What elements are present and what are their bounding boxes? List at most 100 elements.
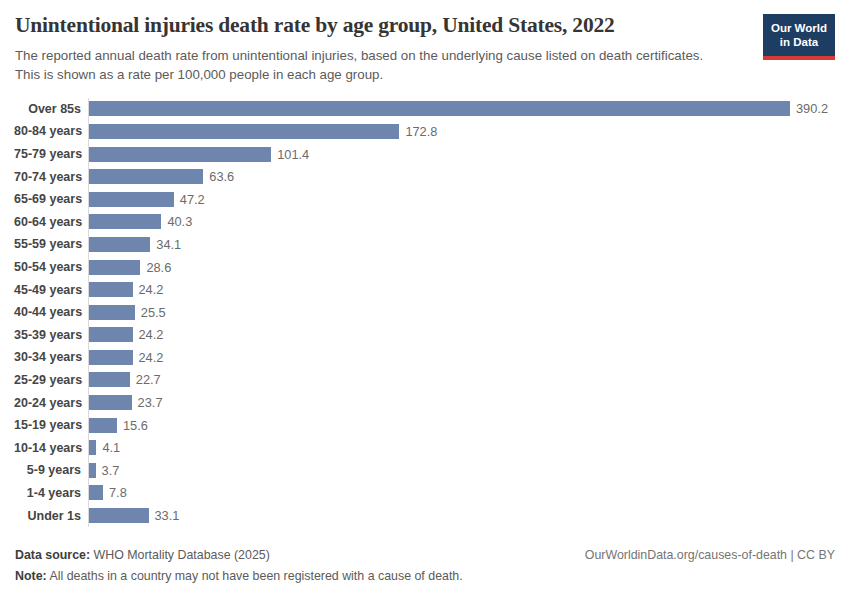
data-source-label: Data source: [15,548,90,562]
bar-value-label: 24.2 [139,282,164,297]
age-group-label: Under 1s [14,509,88,523]
age-group-label: 25-29 years [14,373,88,387]
bar[interactable] [89,395,132,410]
bar-value-label: 33.1 [155,508,180,523]
chart-row: 1-4 years 7.8 [14,482,850,505]
page-title: Unintentional injuries death rate by age… [15,13,715,39]
bar[interactable] [89,260,140,275]
chart-row: 40-44 years 25.5 [14,301,850,324]
chart-row: 35-39 years 24.2 [14,323,850,346]
age-group-label: 30-34 years [14,350,88,364]
bar-track: 15.6 [88,414,850,437]
bar[interactable] [89,508,149,523]
bar[interactable] [89,214,161,229]
bar[interactable] [89,305,135,320]
chart-row: Under 1s 33.1 [14,504,850,527]
attribution-link[interactable]: OurWorldinData.org/causes-of-death | CC … [585,548,835,562]
bar-track: 24.2 [88,346,850,369]
age-group-label: 5-9 years [14,463,88,477]
note-value: All deaths in a country may not have bee… [47,569,463,583]
bar-value-label: 4.1 [102,440,120,455]
age-group-label: 60-64 years [14,215,88,229]
age-group-label: 10-14 years [14,441,88,455]
chart-header: Unintentional injuries death rate by age… [0,0,850,85]
owid-chart-page: Unintentional injuries death rate by age… [0,0,850,600]
bar-track: 47.2 [88,188,850,211]
chart-row: 10-14 years 4.1 [14,436,850,459]
bar-track: 24.2 [88,323,850,346]
chart-row: 75-79 years 101.4 [14,143,850,166]
bar[interactable] [89,372,130,387]
chart-row: 65-69 years 47.2 [14,188,850,211]
bar[interactable] [89,440,96,455]
bar[interactable] [89,169,203,184]
age-group-label: 50-54 years [14,260,88,274]
age-group-label: 40-44 years [14,305,88,319]
footer-note-line: Note: All deaths in a country may not ha… [15,569,835,583]
bar[interactable] [89,282,133,297]
bar-value-label: 172.8 [405,124,437,139]
bar-track: 25.5 [88,301,850,324]
bar-value-label: 25.5 [141,305,166,320]
chart-row: 20-24 years 23.7 [14,391,850,414]
age-group-label: 70-74 years [14,170,88,184]
bar[interactable] [89,124,399,139]
bar-value-label: 101.4 [277,147,309,162]
y-axis-line [88,98,89,527]
bar[interactable] [89,147,271,162]
owid-logo-line2: in Data [771,35,827,49]
bar[interactable] [89,418,117,433]
bar-value-label: 63.6 [209,169,234,184]
bar-track: 7.8 [88,482,850,505]
chart-row: 5-9 years 3.7 [14,459,850,482]
chart-row: 60-64 years 40.3 [14,211,850,234]
bar-track: 24.2 [88,278,850,301]
bar-value-label: 15.6 [123,418,148,433]
chart-row: 25-29 years 22.7 [14,369,850,392]
bar-track: 390.2 [88,98,850,121]
data-source-text: Data source: WHO Mortality Database (202… [15,548,270,562]
chart-row: 30-34 years 24.2 [14,346,850,369]
bar[interactable] [89,192,174,207]
bar[interactable] [89,101,790,116]
age-group-label: 35-39 years [14,328,88,342]
owid-logo[interactable]: Our World in Data [763,14,835,60]
bar-value-label: 34.1 [156,237,181,252]
bar[interactable] [89,485,103,500]
chart-row: 80-84 years 172.8 [14,120,850,143]
bar-track: 3.7 [88,459,850,482]
age-group-label: 55-59 years [14,237,88,251]
bar-track: 33.1 [88,504,850,527]
chart-row: Over 85s 390.2 [14,98,850,121]
age-group-label: 20-24 years [14,396,88,410]
chart-rows: Over 85s 390.2 80-84 years 172.8 75-79 y… [14,98,850,527]
bar-value-label: 47.2 [180,192,205,207]
bar-value-label: 390.2 [796,101,828,116]
age-group-label: 75-79 years [14,147,88,161]
bar-value-label: 3.7 [102,463,120,478]
bar-chart-area: Over 85s 390.2 80-84 years 172.8 75-79 y… [0,98,850,527]
bar[interactable] [89,327,133,342]
bar-track: 101.4 [88,143,850,166]
chart-row: 15-19 years 15.6 [14,414,850,437]
age-group-label: 1-4 years [14,486,88,500]
bar-value-label: 24.2 [139,350,164,365]
note-label: Note: [15,569,47,583]
age-group-label: 15-19 years [14,418,88,432]
owid-logo-line1: Our World [771,21,827,35]
bar-track: 22.7 [88,369,850,392]
chart-row: 70-74 years 63.6 [14,165,850,188]
bar[interactable] [89,350,133,365]
bar-value-label: 23.7 [138,395,163,410]
bar[interactable] [89,463,96,478]
bar-value-label: 40.3 [167,214,192,229]
chart-row: 45-49 years 24.2 [14,278,850,301]
age-group-label: Over 85s [14,102,88,116]
data-source-value: WHO Mortality Database (2025) [90,548,270,562]
bar[interactable] [89,237,150,252]
bar-track: 4.1 [88,436,850,459]
bar-value-label: 7.8 [109,485,127,500]
bar-value-label: 28.6 [146,260,171,275]
bar-track: 34.1 [88,233,850,256]
footer-source-line: Data source: WHO Mortality Database (202… [15,548,835,562]
